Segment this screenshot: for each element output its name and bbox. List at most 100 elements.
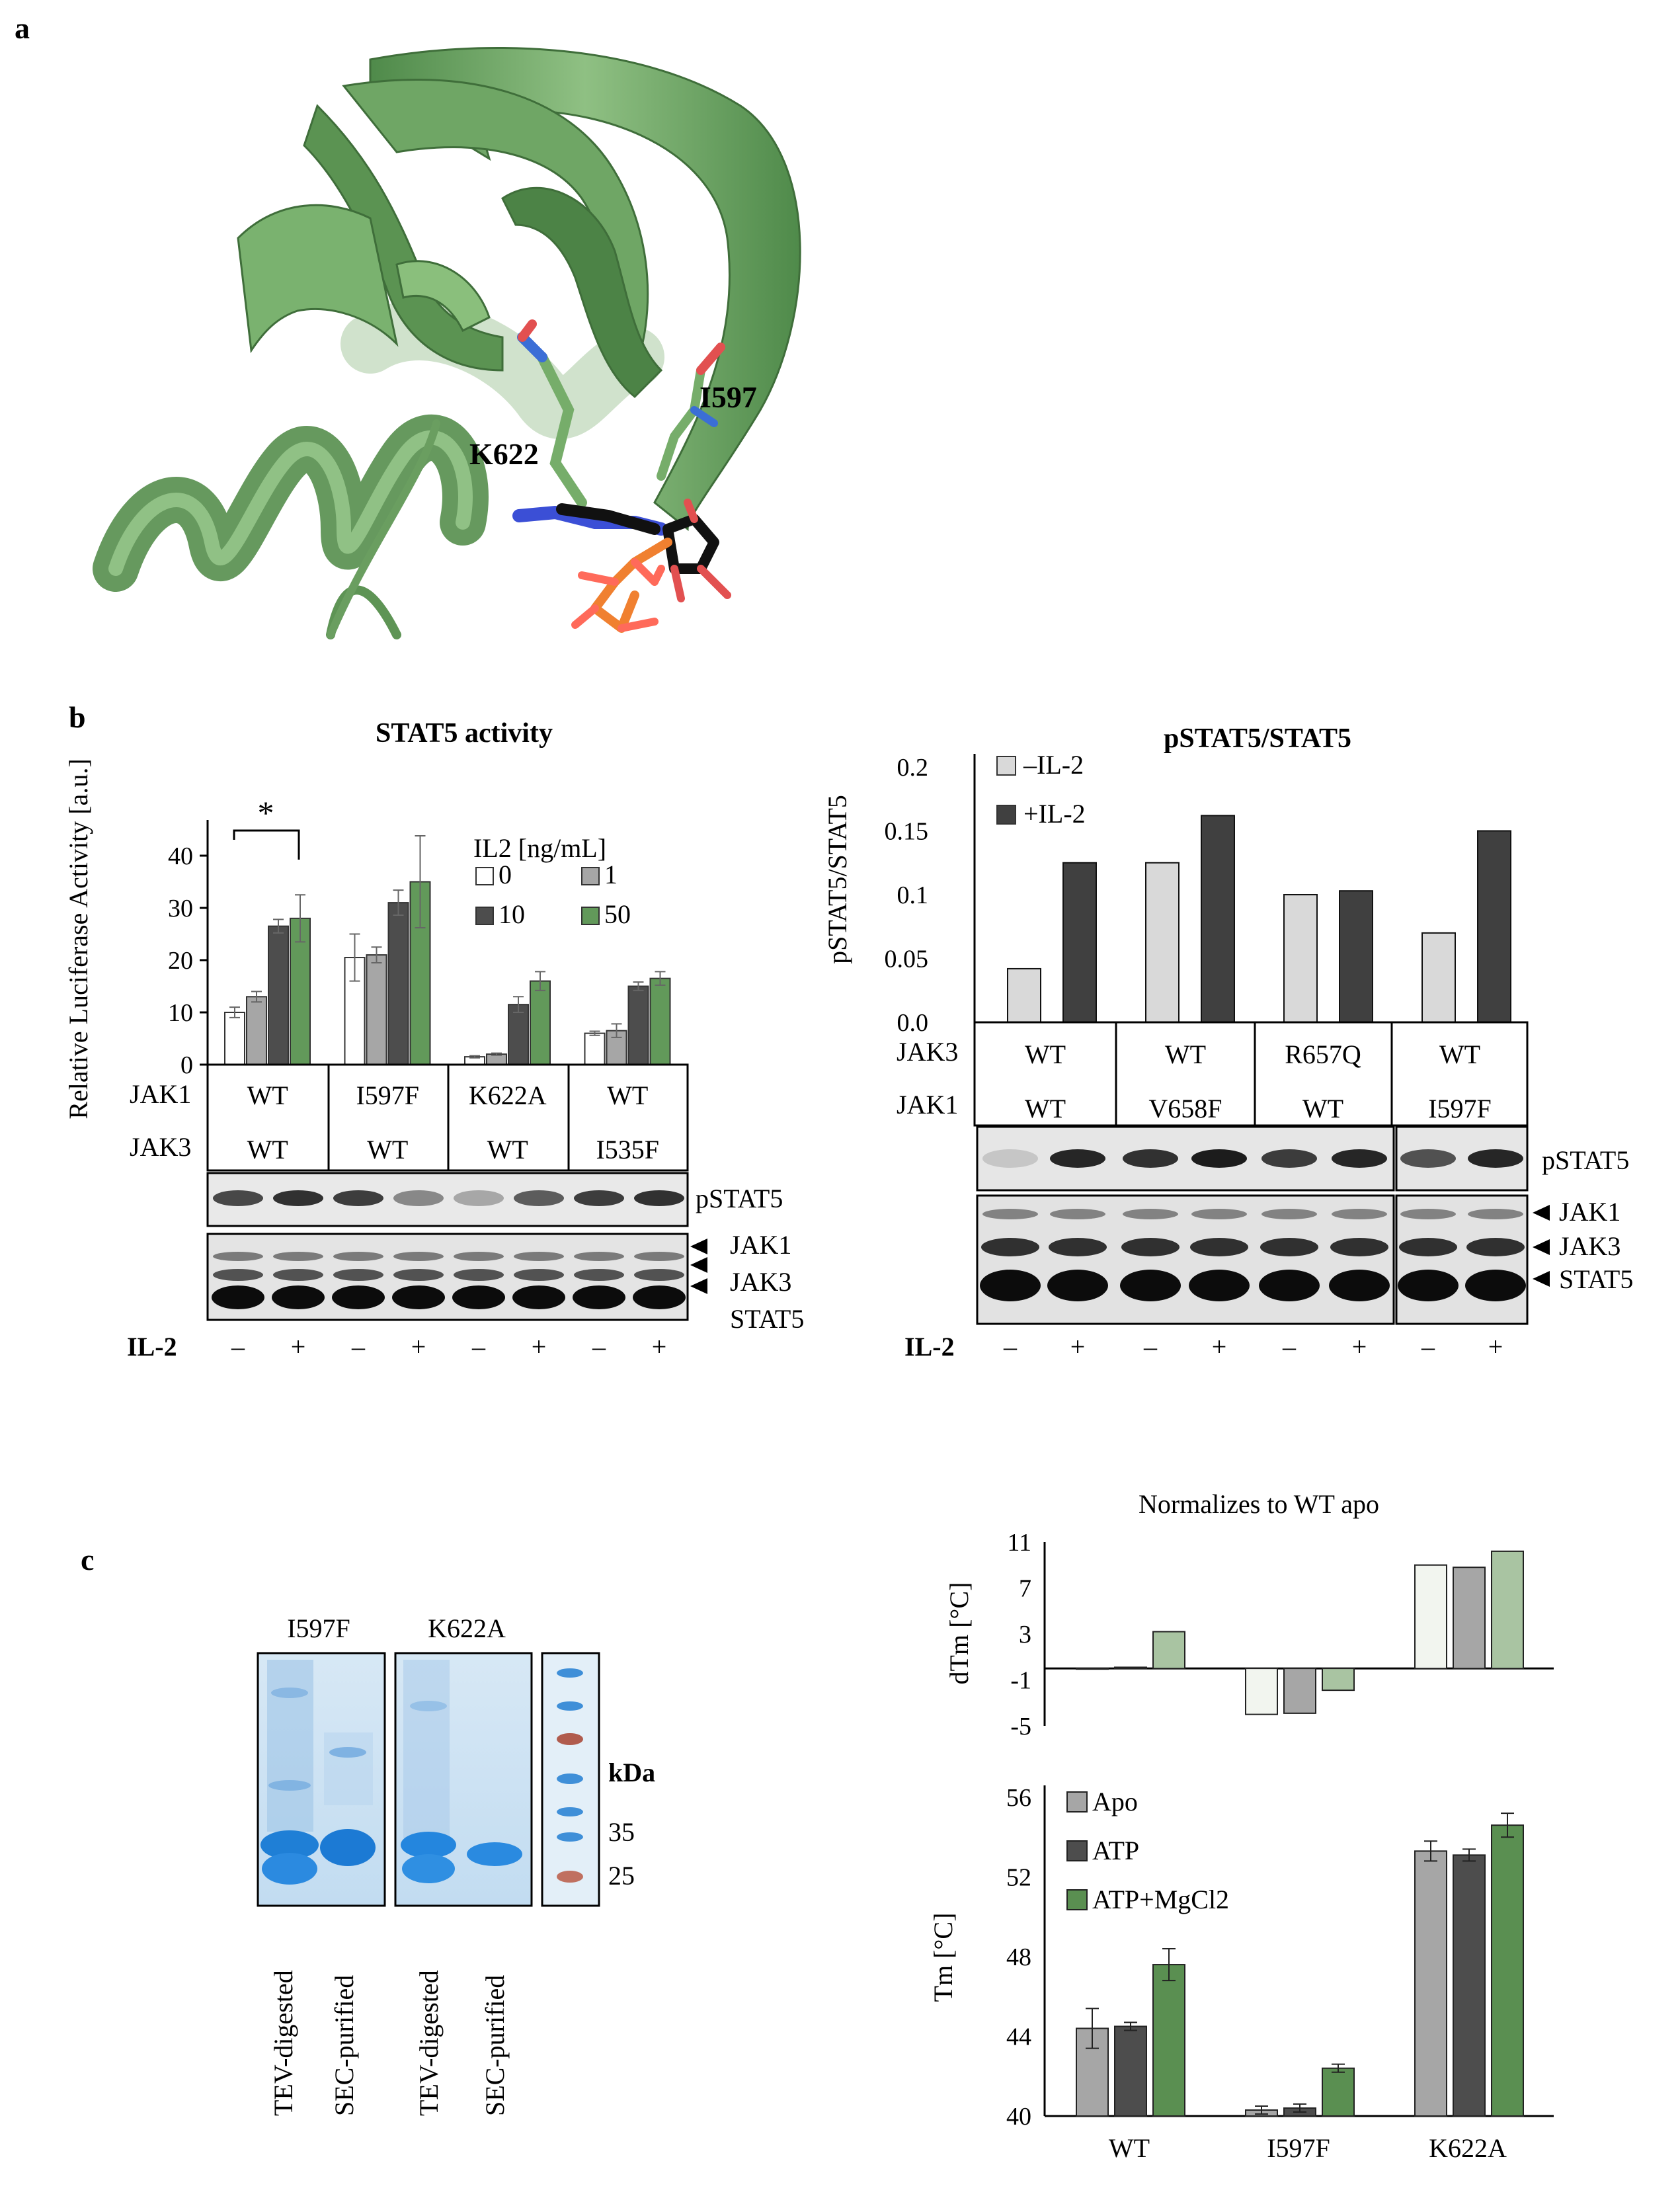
error-bar [1124,2021,1137,2031]
jak3-genotype: WT [367,1135,408,1164]
residue-label-i597: I597 [700,380,757,414]
sds-page-gel [257,1652,600,1907]
row-label-jak3-right: JAK3 [897,1037,958,1067]
blot-label-jak1-right: JAK1 [1559,1197,1620,1227]
bar-50-0 [290,917,311,1066]
blot-band [1261,1149,1317,1168]
bar-0-1 [1145,862,1180,1023]
bar-0-0 [224,1012,245,1065]
il2-sign: – [1282,1332,1297,1362]
blot-band [272,1285,325,1309]
il2-label-left: IL-2 [127,1332,177,1362]
blot-band [1399,1238,1457,1256]
blot-band [574,1269,624,1281]
bar-1-0 [1114,1666,1147,1670]
jak3-genotype: I535F [596,1135,659,1164]
tm-y-ticks: 40 44 48 52 56 [1006,1784,1031,2131]
blot-band [454,1269,504,1281]
bar-0-2 [1283,894,1318,1023]
x-tick-label: WT [1109,2133,1150,2163]
jak1-genotype: I597F [1428,1094,1492,1123]
y-tick-label: 44 [1006,2023,1031,2051]
y-tick-label: 56 [1006,1784,1031,1812]
blot-label-pstat5-right: pSTAT5 [1542,1145,1629,1175]
error-bar [229,1006,240,1018]
blot-band [1261,1209,1317,1219]
bar-0-2 [1414,1564,1447,1670]
jak3-genotype: WT [1165,1039,1206,1069]
bar-0-2 [1414,1850,1447,2117]
luciferase-title: STAT5 activity [376,718,553,749]
il2-sign: – [1421,1332,1435,1362]
bar-0-3 [584,1032,606,1065]
gel-group-i597f: I597F [287,1613,350,1643]
error-bar [513,996,524,1013]
luciferase-genotype-table: JAK1 JAK3 WT I597F K622A WT WT WT WT I535F [130,1063,689,1172]
bar-1-2 [1339,890,1373,1023]
error-bar [1086,2008,1099,2049]
legend-entry: Apo [1092,1787,1138,1816]
y-tick-label: 30 [168,895,193,922]
blot-band [212,1285,264,1309]
dtm-bars [1076,1550,1524,1715]
error-bar [535,971,545,991]
jak1-genotype: WT [247,1080,288,1110]
blot-band [982,1149,1038,1168]
blot-band [1123,1209,1178,1219]
luciferase-bars [224,835,671,1066]
row-label-jak3: JAK3 [130,1132,191,1162]
error-bar [633,981,644,991]
blot-band [514,1269,564,1281]
blot-band [1050,1149,1105,1168]
il2-sign: – [1143,1332,1158,1362]
y-tick-label: 10 [168,999,193,1027]
residue-label-k622: K622 [469,437,539,471]
blot-label-jak3-right: JAK3 [1559,1231,1620,1261]
tm-ylabel: Tm [°C] [928,1913,958,2002]
il2-label-right: IL-2 [904,1332,955,1362]
y-tick-label: 0 [180,1051,193,1079]
blot-band [634,1252,684,1261]
y-tick-label: 0.0 [897,1009,929,1037]
il2-sign: – [1003,1332,1018,1362]
blot-band [1468,1149,1523,1168]
legend-entry: 0 [499,860,512,889]
blot-label-jak3: JAK3 [730,1267,791,1297]
error-bar [371,946,382,963]
ratio-ylabel: pSTAT5/STAT5 [822,795,852,964]
error-bar [491,1052,502,1056]
bar-0-1 [1245,1668,1278,1715]
error-bar [1462,1848,1476,1862]
bar-50-2 [530,980,551,1065]
error-bar [655,971,666,986]
bar-1-2 [1453,1567,1486,1670]
ratio-bars [1007,815,1511,1024]
blot-band [1400,1209,1456,1219]
blot-band [454,1190,504,1206]
legend-entry: ATP [1092,1836,1139,1865]
error-bar [251,991,262,1003]
tm-legend: Apo ATP ATP+MgCl2 [1066,1787,1229,1914]
luciferase-ylabel: Relative Luciferase Activity [a.u.] [63,758,93,1119]
bar-1-0 [1114,2025,1147,2117]
blot-band [514,1252,564,1261]
y-tick-label: -5 [1010,1713,1031,1740]
gel-kda-label: kDa [608,1758,655,1787]
blot-band [634,1269,684,1281]
error-bar [393,889,404,917]
gel-marker-35: 35 [608,1817,635,1847]
y-tick-label: 0.05 [885,946,929,973]
bar-1-1 [1283,1668,1316,1714]
gel-lane-4: SEC-purified [480,1975,510,2116]
error-bar [1424,1840,1437,1862]
bar-10-2 [508,1004,529,1066]
blot-band [452,1285,505,1309]
blot-band [1121,1238,1180,1256]
ratio-western-blot: pSTAT5 JAK1 JAK3 STAT5 [976,1125,1633,1325]
error-bar [349,933,360,982]
bar-1-0 [1062,862,1097,1023]
blot-band [633,1285,686,1309]
blot-band [1050,1209,1105,1219]
error-bar [415,835,426,929]
